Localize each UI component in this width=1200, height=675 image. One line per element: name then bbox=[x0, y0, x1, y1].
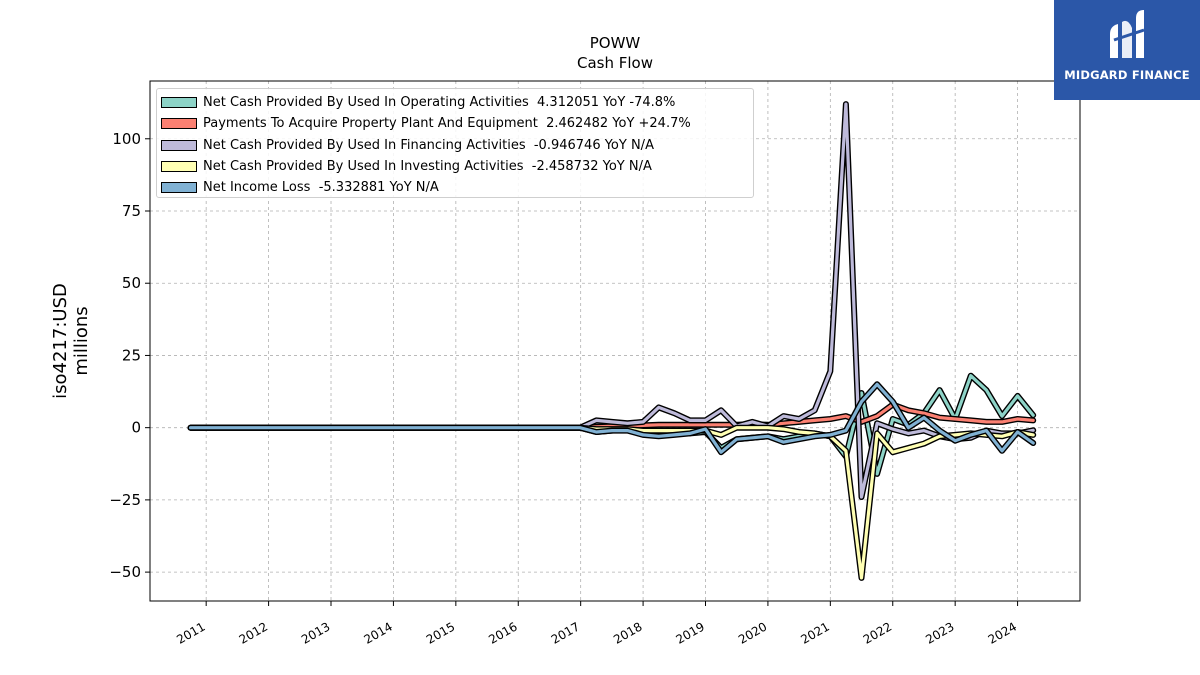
series-stroke bbox=[189, 426, 1035, 580]
legend: Net Cash Provided By Used In Operating A… bbox=[156, 88, 754, 198]
logo-mark-icon bbox=[1110, 10, 1145, 58]
series-outline bbox=[187, 381, 1037, 456]
y-tick-label: −50 bbox=[109, 563, 141, 581]
legend-label: Net Cash Provided By Used In Financing A… bbox=[203, 137, 654, 153]
x-tick-label: 2022 bbox=[861, 619, 894, 646]
x-tick-label: 2017 bbox=[549, 619, 582, 646]
x-tick-label: 2023 bbox=[923, 619, 956, 646]
legend-swatch bbox=[161, 182, 197, 194]
legend-item: Net Cash Provided By Used In Operating A… bbox=[161, 92, 753, 113]
y-tick-label: 0 bbox=[131, 419, 141, 437]
chart-title: POWW bbox=[590, 34, 641, 52]
legend-item: Net Cash Provided By Used In Financing A… bbox=[161, 135, 753, 156]
legend-label: Payments To Acquire Property Plant And E… bbox=[203, 116, 691, 132]
y-axis-label-units: millions bbox=[71, 306, 92, 375]
x-tick-label: 2018 bbox=[611, 619, 644, 646]
logo-text: MIDGARD FINANCE bbox=[1064, 68, 1190, 82]
series-stroke bbox=[189, 382, 1035, 454]
x-tick-label: 2016 bbox=[486, 619, 519, 646]
x-axis: 2011 2012 2013 2014 2015 2016 2017 2018 2019 2020… bbox=[174, 601, 1019, 647]
x-tick-label: 2015 bbox=[424, 619, 457, 646]
x-tick-label: 2012 bbox=[237, 619, 270, 646]
x-tick-label: 2020 bbox=[736, 619, 769, 646]
legend-item: Net Cash Provided By Used In Investing A… bbox=[161, 156, 753, 177]
legend-label: Net Income Loss -5.332881 YoY N/A bbox=[203, 180, 439, 196]
legend-swatch bbox=[161, 97, 197, 109]
legend-swatch bbox=[161, 161, 197, 173]
legend-swatch bbox=[161, 139, 197, 151]
series-line-4 bbox=[187, 424, 1037, 581]
y-tick-label: 50 bbox=[122, 274, 141, 292]
y-tick-label: 100 bbox=[112, 130, 141, 148]
x-tick-label: 2021 bbox=[798, 619, 831, 646]
y-axis: −50 −25 0 25 50 75 100 bbox=[109, 130, 150, 581]
brand-logo: MIDGARD FINANCE bbox=[1054, 0, 1200, 100]
y-tick-label: 75 bbox=[122, 202, 141, 220]
x-tick-label: 2024 bbox=[986, 619, 1019, 646]
series-outline bbox=[187, 424, 1037, 581]
legend-label: Net Cash Provided By Used In Investing A… bbox=[203, 159, 652, 175]
x-tick-label: 2019 bbox=[674, 619, 707, 646]
y-tick-label: −25 bbox=[109, 491, 141, 509]
x-tick-label: 2013 bbox=[299, 619, 332, 646]
series-layer bbox=[187, 101, 1037, 581]
legend-swatch bbox=[161, 118, 197, 130]
x-tick-label: 2014 bbox=[361, 619, 394, 646]
legend-label: Net Cash Provided By Used In Operating A… bbox=[203, 95, 676, 111]
y-tick-label: 25 bbox=[122, 346, 141, 364]
plot-frame bbox=[149, 80, 1081, 602]
chart-subtitle: Cash Flow bbox=[577, 54, 653, 72]
legend-item: Payments To Acquire Property Plant And E… bbox=[161, 113, 753, 134]
series-line-5 bbox=[187, 381, 1037, 456]
y-axis-label: iso4217:USD bbox=[50, 283, 71, 399]
legend-item: Net Income Loss -5.332881 YoY N/A bbox=[161, 177, 753, 198]
x-tick-label: 2011 bbox=[174, 619, 207, 646]
